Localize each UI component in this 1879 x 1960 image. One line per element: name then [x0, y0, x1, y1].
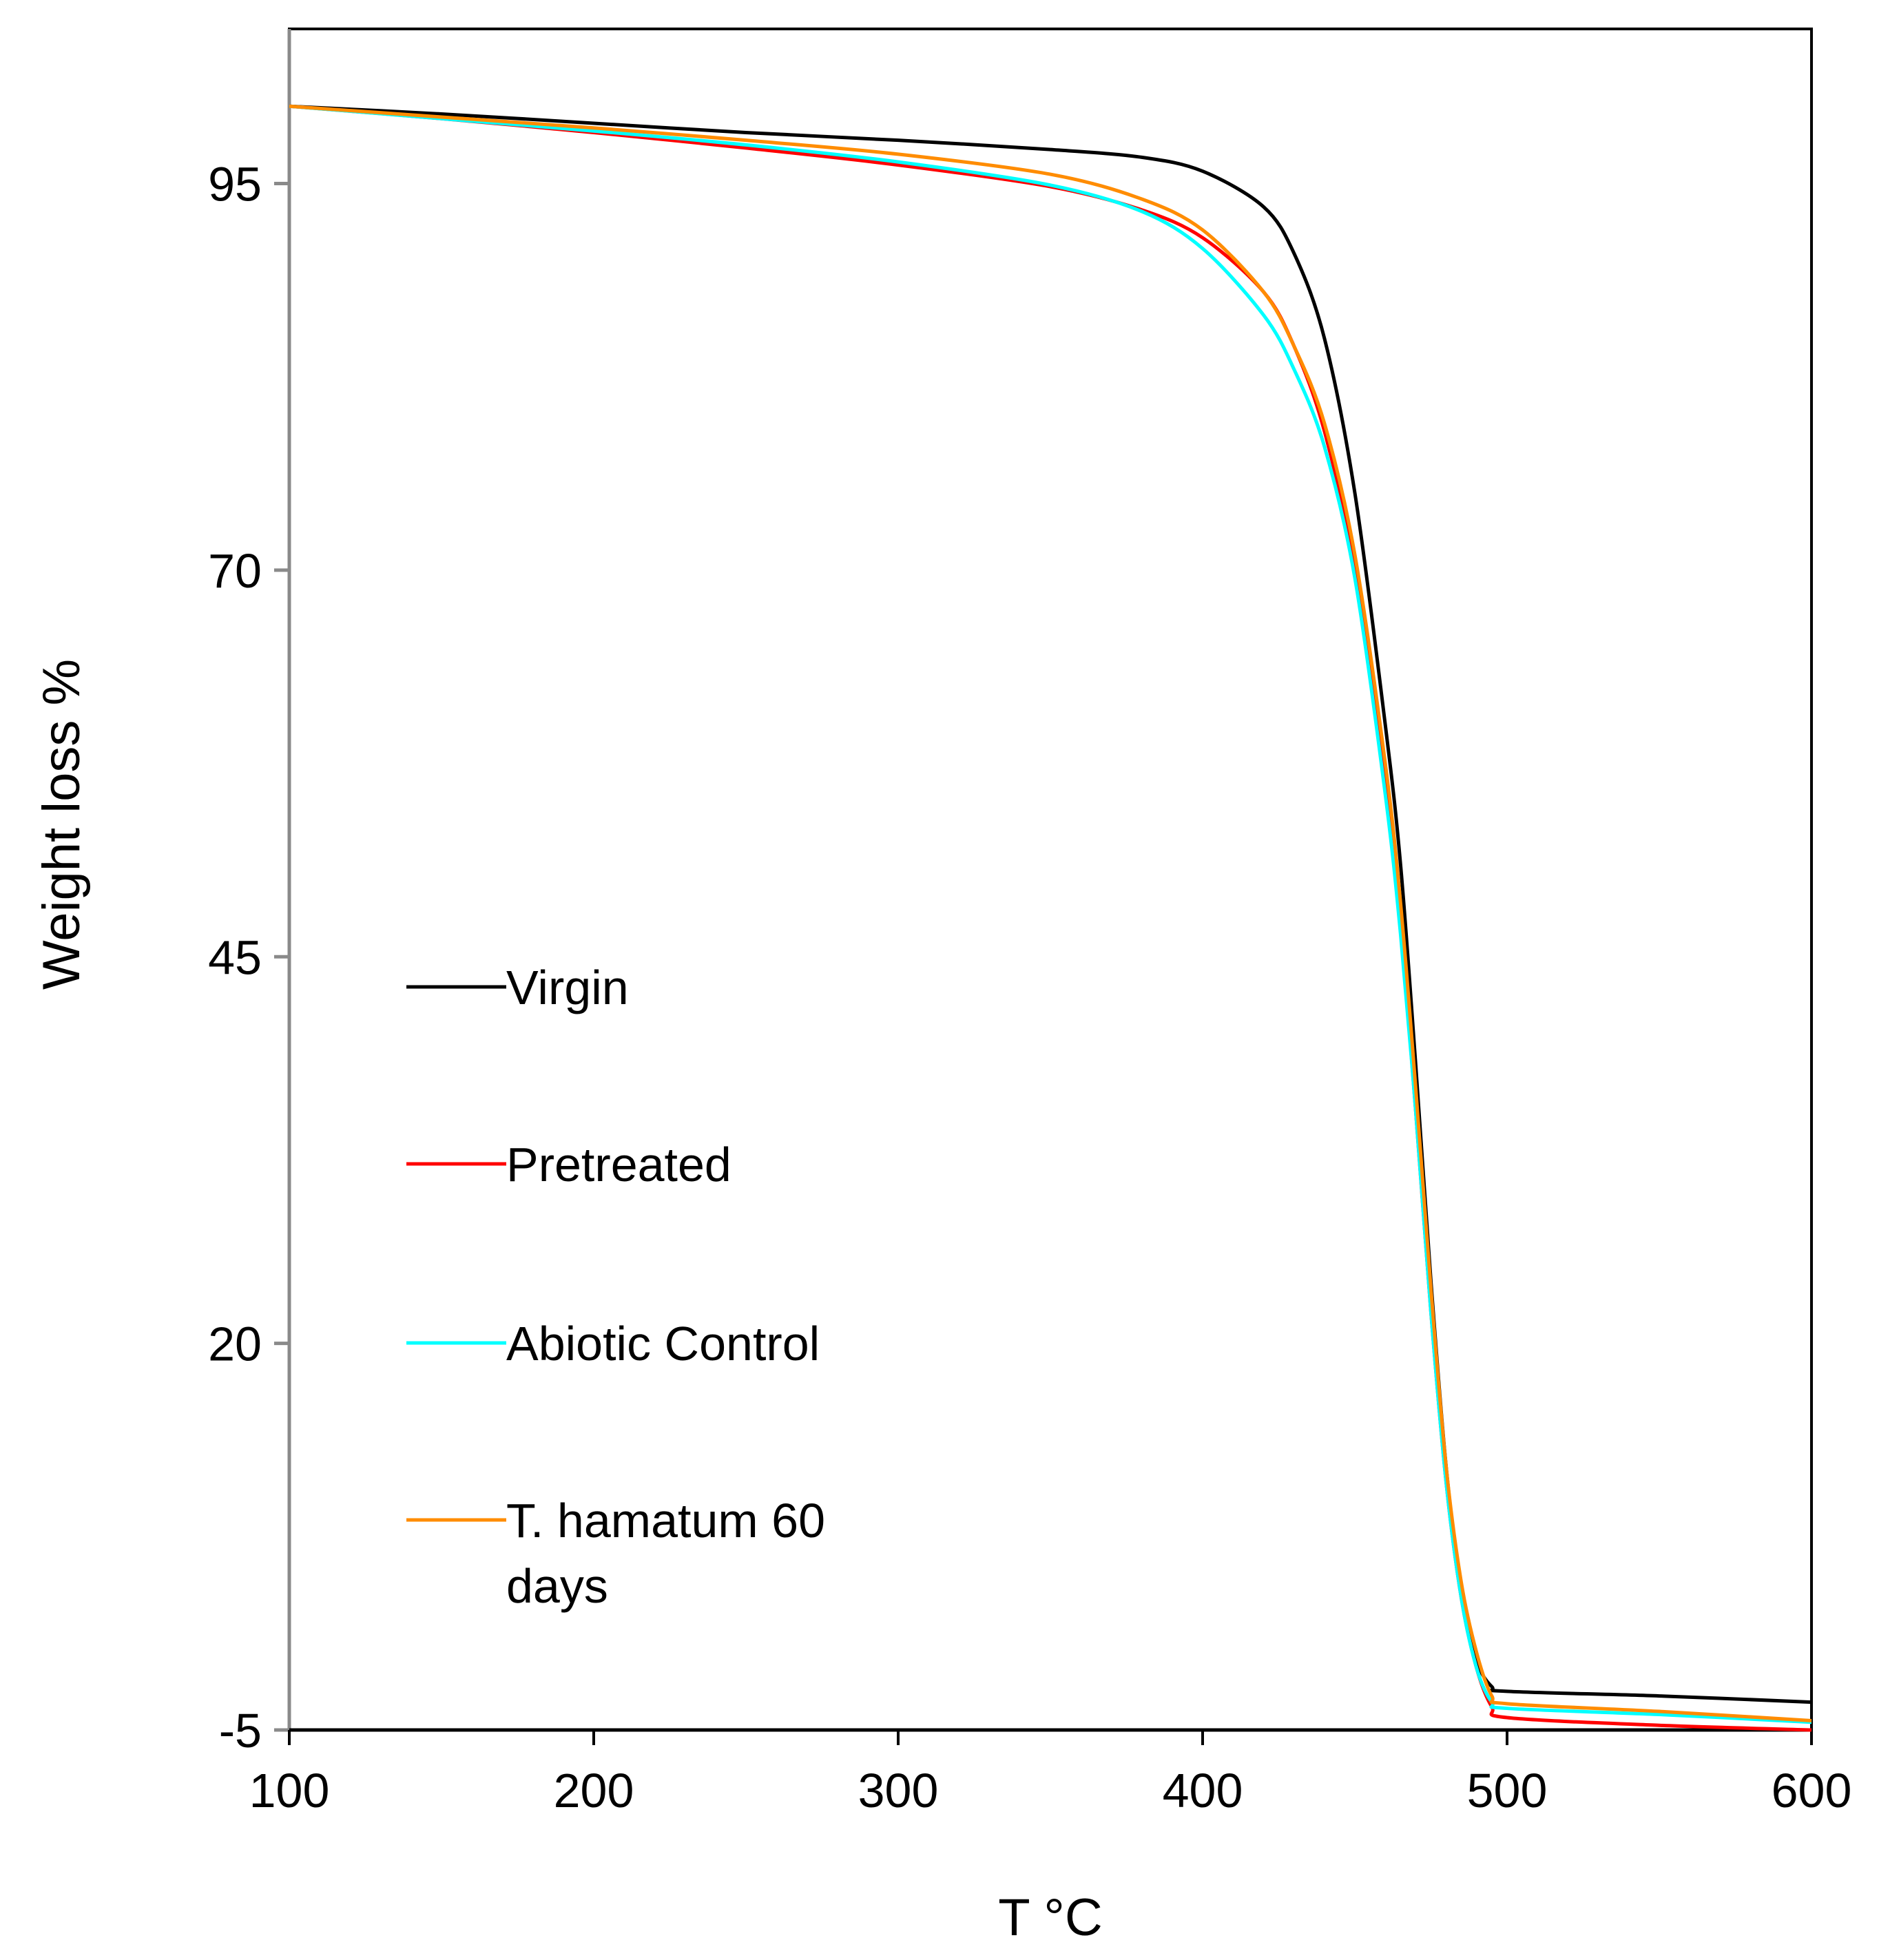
x-tick-label: 200 [554, 1764, 634, 1817]
x-tick-label: 100 [249, 1764, 330, 1817]
series-line-t-hamatum-60-days [289, 104, 1812, 1723]
legend-label-virgin: Virgin [506, 961, 629, 1014]
series-line-abiotic-control [289, 104, 1812, 1724]
x-tick-label: 600 [1772, 1764, 1852, 1817]
x-axis-title: T °C [998, 1888, 1102, 1947]
y-tick-label: 45 [208, 930, 262, 984]
legend-label-pretreated: Pretreated [506, 1138, 731, 1191]
legend-label-t-hamatum-60-days: T. hamatum 60 days [506, 1494, 825, 1613]
legend-label-abiotic-control: Abiotic Control [506, 1317, 820, 1370]
series-lines-group [289, 104, 1812, 1732]
legend: Virgin Pretreated Abiotic Control T. ham… [406, 961, 825, 1613]
y-tick-label: 95 [208, 158, 262, 211]
x-tick-label: 400 [1163, 1764, 1243, 1817]
y-ticks-group: -5 20 45 70 95 [208, 158, 289, 1758]
y-axis-title: Weight loss % [32, 659, 91, 990]
y-tick-label: -5 [219, 1704, 262, 1758]
y-tick-label: 70 [208, 544, 262, 598]
y-tick-label: 20 [208, 1317, 262, 1371]
x-tick-label: 300 [858, 1764, 939, 1817]
x-tick-label: 500 [1467, 1764, 1548, 1817]
x-ticks-group: 100 200 300 400 500 600 [249, 1730, 1852, 1817]
